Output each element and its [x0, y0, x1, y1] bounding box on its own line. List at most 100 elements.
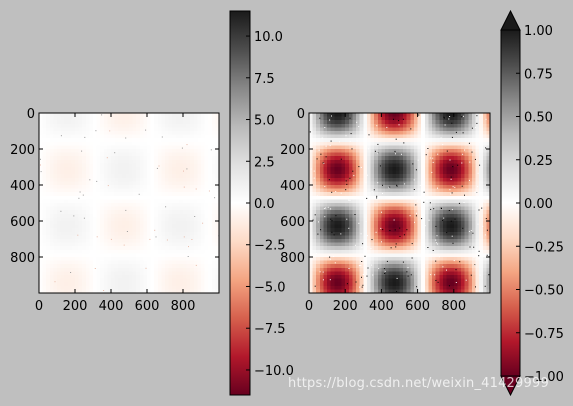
heatmap-cell: [204, 113, 209, 117]
heatmap-cell: [172, 177, 177, 182]
heatmap-cell: [201, 185, 205, 189]
heatmap-cell: [334, 221, 339, 225]
heatmap-cell: [479, 167, 484, 171]
heatmap-cell: [114, 188, 119, 193]
heatmap-cell: [107, 257, 112, 261]
heatmap-cell: [154, 289, 159, 294]
heatmap-cell: [363, 177, 368, 182]
heatmap-cell: [96, 174, 101, 179]
heatmap-cell: [143, 249, 148, 254]
heatmap-cell: [42, 141, 47, 146]
heatmap-cell: [413, 167, 418, 171]
heatmap-cell: [136, 224, 141, 229]
heatmap-cell: [136, 131, 141, 135]
heatmap-cell: [93, 127, 97, 132]
heatmap-cell: [348, 113, 353, 117]
heatmap-cell: [352, 206, 357, 211]
heatmap-cell: [49, 285, 54, 290]
heatmap-cell: [71, 210, 76, 215]
heatmap-cell: [464, 195, 469, 200]
heatmap-cell: [136, 242, 141, 247]
heatmap-cell: [186, 181, 191, 186]
heatmap-cell: [150, 260, 155, 265]
heatmap-cell: [179, 285, 184, 290]
heatmap-cell: [136, 264, 141, 269]
heatmap-cell: [193, 141, 198, 146]
heatmap-cell: [93, 224, 97, 229]
heatmap-cell: [388, 138, 393, 143]
heatmap-cell: [107, 152, 112, 157]
heatmap-cell: [374, 149, 379, 153]
heatmap-cell: [64, 127, 69, 132]
heatmap-cell: [78, 271, 83, 276]
heatmap-cell: [193, 156, 198, 161]
heatmap-cell: [60, 145, 65, 150]
heatmap-cell: [486, 231, 491, 236]
heatmap-cell: [406, 271, 411, 276]
heatmap-cell: [475, 213, 480, 218]
heatmap-cell: [154, 221, 159, 225]
heatmap-cell: [421, 199, 426, 204]
heatmap-cell: [215, 242, 220, 247]
heatmap-cell: [395, 206, 400, 211]
heatmap-cell: [442, 113, 447, 117]
heatmap-cell: [82, 282, 87, 287]
heatmap-cell: [337, 113, 342, 117]
heatmap-cell: [53, 264, 58, 269]
heatmap-cell: [471, 224, 476, 229]
noise-speck: [40, 164, 41, 166]
heatmap-cell: [211, 199, 216, 204]
heatmap-cell: [39, 249, 43, 254]
heatmap-cell: [413, 264, 418, 269]
heatmap-cell: [439, 278, 444, 283]
heatmap-cell: [312, 167, 317, 171]
heatmap-cell: [330, 278, 335, 283]
heatmap-cell: [118, 188, 123, 193]
heatmap-cell: [309, 116, 314, 121]
heatmap-cell: [486, 141, 491, 146]
heatmap-cell: [100, 224, 105, 229]
heatmap-cell: [125, 152, 130, 157]
heatmap-cell: [334, 149, 339, 153]
heatmap-cell: [482, 249, 487, 254]
heatmap-cell: [366, 113, 371, 117]
heatmap-cell: [85, 152, 90, 157]
heatmap-cell: [450, 260, 455, 265]
heatmap-cell: [60, 116, 65, 121]
heatmap-cell: [421, 170, 426, 175]
heatmap-cell: [96, 177, 101, 182]
heatmap-cell: [168, 289, 173, 294]
heatmap-cell: [392, 231, 397, 236]
heatmap-cell: [129, 253, 133, 258]
heatmap-cell: [49, 120, 54, 125]
heatmap-cell: [453, 228, 458, 233]
heatmap-cell: [118, 174, 123, 179]
heatmap-cell: [385, 113, 390, 117]
heatmap-cell: [334, 163, 339, 168]
heatmap-cell: [464, 170, 469, 175]
heatmap-cell: [172, 253, 177, 258]
heatmap-cell: [179, 271, 184, 276]
heatmap-cell: [136, 138, 141, 143]
heatmap-cell: [42, 123, 47, 128]
heatmap-cell: [143, 167, 148, 171]
heatmap-cell: [125, 149, 130, 153]
heatmap-cell: [193, 221, 198, 225]
heatmap-cell: [82, 210, 87, 215]
heatmap-cell: [183, 120, 187, 125]
heatmap-cell: [388, 282, 393, 287]
heatmap-cell: [366, 149, 371, 153]
heatmap-cell: [403, 170, 408, 175]
heatmap-cell: [348, 282, 353, 287]
heatmap-cell: [319, 163, 324, 168]
heatmap-cell: [125, 231, 130, 236]
heatmap-cell: [60, 246, 65, 251]
heatmap-cell: [385, 278, 390, 283]
heatmap-cell: [356, 246, 361, 251]
heatmap-cell: [468, 188, 473, 193]
heatmap-cell: [471, 253, 476, 258]
heatmap-cell: [385, 246, 390, 251]
noise-speck: [183, 170, 184, 172]
heatmap-cell: [82, 235, 87, 240]
heatmap-cell: [201, 156, 205, 161]
